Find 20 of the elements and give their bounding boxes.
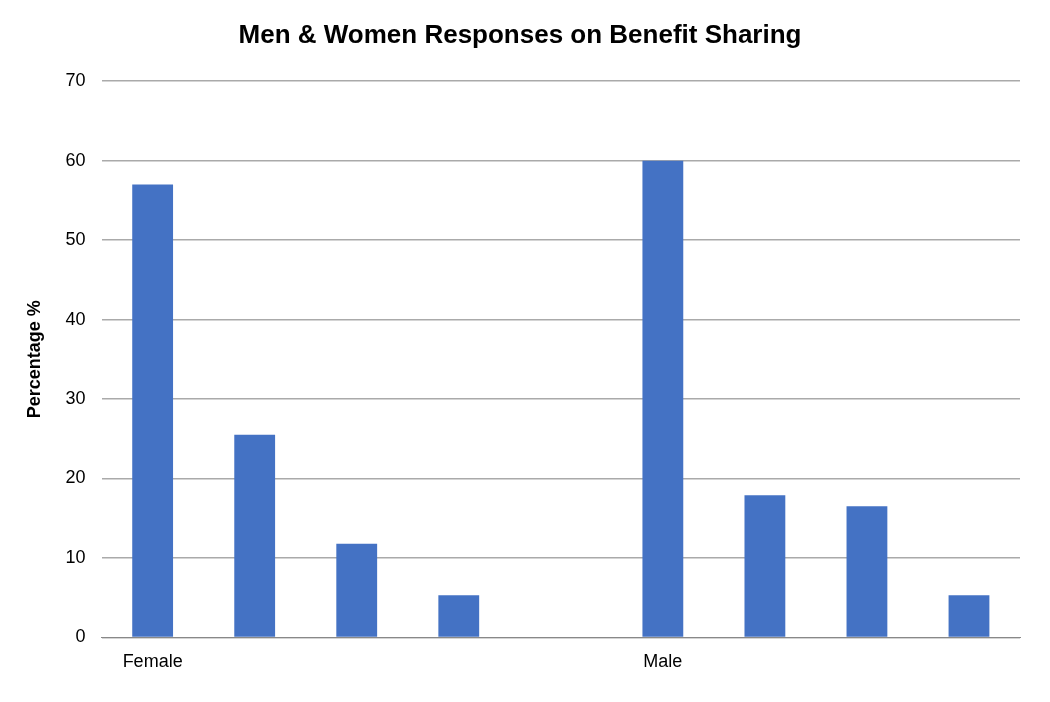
y-axis-title: Percentage % <box>23 300 44 419</box>
y-tick-label: 0 <box>75 626 86 647</box>
bar <box>744 495 786 637</box>
bar <box>132 184 174 637</box>
chart-title: Men & Women Responses on Benefit Sharing <box>238 18 802 49</box>
y-tick-label: 30 <box>65 388 86 408</box>
y-tick-label: 40 <box>65 308 86 329</box>
bar <box>642 160 684 637</box>
bar <box>336 543 378 637</box>
y-tick-label: 60 <box>65 149 86 170</box>
bar <box>948 595 990 637</box>
y-tick-label: 20 <box>65 467 86 488</box>
x-tick-label: Female <box>122 651 183 672</box>
bar <box>234 434 276 637</box>
y-tick-label: 70 <box>65 70 86 91</box>
bar <box>846 506 888 637</box>
y-tick-label: 10 <box>65 546 86 567</box>
bar <box>438 595 480 637</box>
x-tick-label: Male <box>643 651 683 672</box>
y-tick-label: 50 <box>65 229 86 250</box>
